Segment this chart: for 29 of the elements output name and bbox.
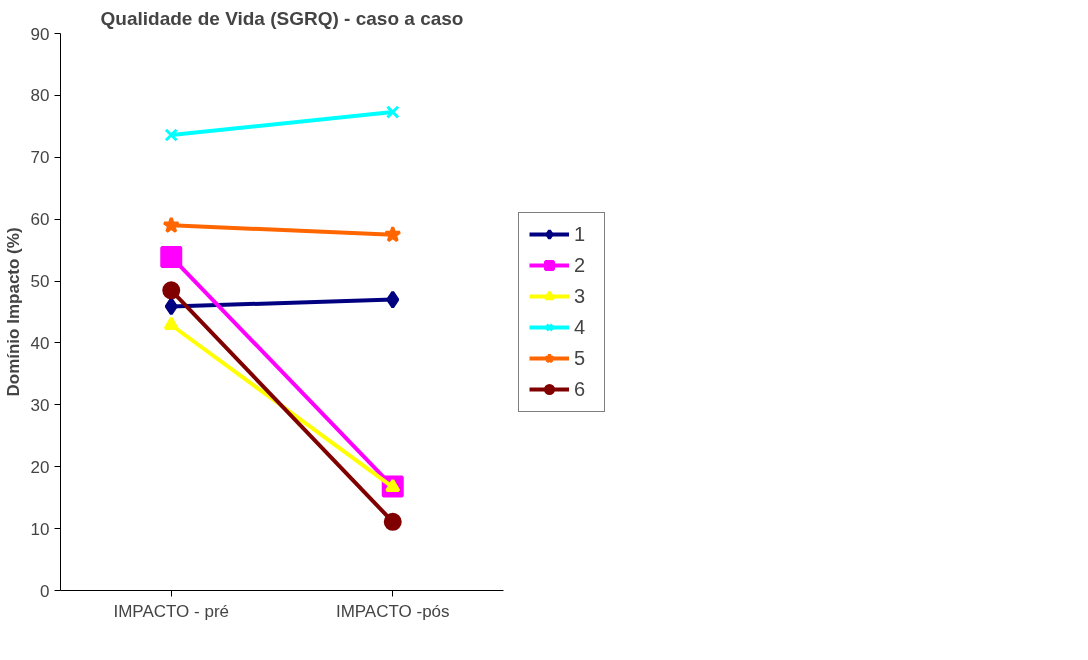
y-tick-label: 0 [40, 581, 50, 601]
point [384, 225, 402, 243]
point [385, 105, 400, 119]
point [386, 290, 400, 309]
x-tick-label: IMPACTO - pré [113, 601, 230, 621]
legend-label: 1 [574, 222, 587, 246]
point [162, 216, 180, 233]
point [162, 281, 181, 300]
legend-label: 2 [574, 253, 587, 277]
point [160, 245, 183, 268]
chart-title: Qualidade de Vida (SGRQ) - caso a caso [100, 7, 464, 29]
y-tick-label: 10 [30, 519, 50, 539]
legend-label: 3 [574, 284, 587, 308]
y-axis-title: Domínio Impacto (%) [3, 227, 23, 397]
x-tick-label: IMPACTO -pós [335, 601, 450, 621]
y-tick-label: 50 [30, 272, 50, 292]
legend-label: 5 [574, 346, 587, 370]
y-tick-label: 80 [30, 86, 50, 106]
y-tick-label: 30 [30, 395, 50, 415]
y-tick-label: 70 [30, 148, 50, 168]
legend-label: 4 [574, 315, 587, 339]
y-tick-label: 20 [30, 457, 50, 477]
y-tick-label: 60 [30, 210, 50, 230]
y-tick-label: 40 [30, 333, 50, 353]
point [164, 297, 178, 316]
y-tick-label: 90 [30, 24, 50, 44]
point [383, 512, 402, 531]
legend-label: 6 [574, 377, 587, 401]
point [164, 128, 179, 142]
